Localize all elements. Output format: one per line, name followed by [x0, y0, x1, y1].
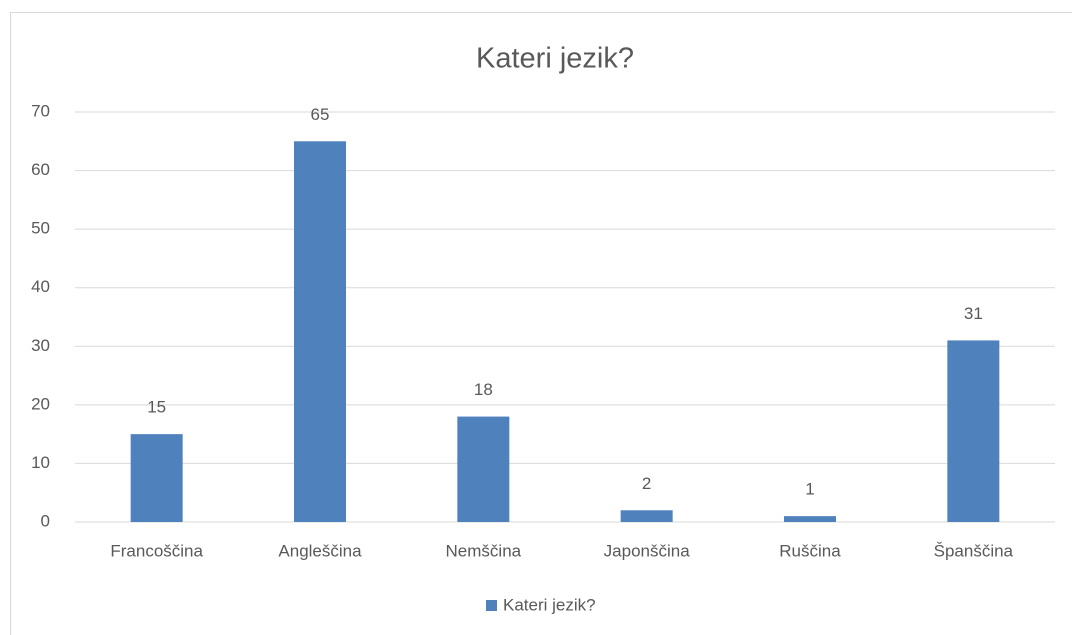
legend-label: Kateri jezik?	[503, 595, 596, 614]
chart-title: Kateri jezik?	[476, 43, 634, 75]
x-tick-label: Ruščina	[779, 541, 841, 560]
x-tick-label: Španščina	[934, 541, 1014, 560]
bar	[130, 434, 183, 522]
bar	[457, 416, 510, 522]
y-tick-label: 10	[31, 453, 50, 472]
data-label: 18	[474, 380, 493, 399]
x-tick-label: Nemščina	[446, 541, 522, 560]
data-label: 15	[147, 398, 166, 417]
data-label: 31	[964, 304, 983, 323]
data-label: 2	[642, 474, 651, 493]
data-label: 1	[805, 480, 814, 499]
y-tick-label: 70	[31, 101, 50, 120]
x-tick-label: Francoščina	[110, 541, 203, 560]
y-tick-label: 60	[31, 160, 50, 179]
y-tick-label: 0	[41, 511, 50, 530]
data-label: 65	[311, 105, 330, 124]
y-tick-label: 20	[31, 394, 50, 413]
bar	[294, 141, 346, 523]
legend-swatch	[486, 600, 497, 611]
bar	[620, 510, 673, 522]
y-tick-label: 40	[31, 277, 50, 296]
bar	[947, 340, 1000, 522]
bar	[784, 516, 836, 522]
x-tick-label: Japonščina	[604, 541, 691, 560]
y-tick-label: 50	[31, 219, 50, 238]
x-tick-label: Angleščina	[278, 541, 362, 560]
chart-border	[10, 12, 1072, 635]
y-tick-label: 30	[31, 336, 50, 355]
